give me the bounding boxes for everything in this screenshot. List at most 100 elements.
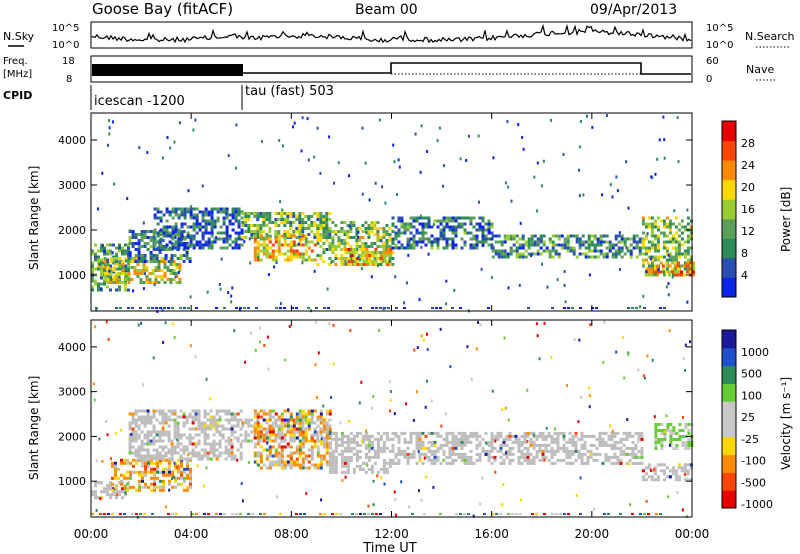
heatmap-cell [121,246,124,250]
heatmap-cell [274,460,278,464]
heatmap-cell [676,270,680,274]
heatmap-cell [622,452,626,456]
heatmap-cell [163,275,167,278]
heatmap-cell [289,224,293,227]
heatmap-cell [379,263,383,266]
heatmap-cell [667,264,671,268]
heatmap-cell [340,470,344,474]
heatmap-cell [379,251,383,254]
heatmap-cell [451,434,455,438]
heatmap-cell [265,466,269,470]
heatmap-cell [191,451,195,455]
heatmap-cell [352,437,356,441]
colorbar-swatch [722,179,736,200]
heatmap-cell [409,222,413,226]
heatmap-cell [140,236,144,239]
heatmap-cell [645,499,648,503]
heatmap-cell [454,452,458,456]
heatmap-cell [388,239,392,242]
heatmap-cell [601,443,605,447]
heatmap-cell [152,424,156,428]
heatmap-cell [109,264,112,268]
heatmap-cell [137,448,141,452]
freq-icescan-block [92,64,243,76]
heatmap-cell [210,207,214,211]
heatmap-cell [283,240,287,244]
heatmap-cell [625,446,629,450]
heatmap-cell [224,445,228,449]
heatmap-cell [337,161,340,165]
heatmap-cell [215,307,218,309]
heatmap-cell [517,458,521,462]
colorbar-tick-label: -1000 [741,498,773,511]
heatmap-cell [289,466,293,470]
heatmap-cell [382,449,386,453]
heatmap-cell [427,449,431,453]
heatmap-cell [325,412,329,416]
heatmap-cell [637,440,640,444]
heatmap-cell [475,228,479,232]
heatmap-cell [172,278,176,281]
heatmap-cell [687,444,691,447]
heatmap-cell [253,412,257,416]
heatmap-cell [653,255,657,259]
heatmap-cell [239,307,242,309]
heatmap-cell [494,470,497,474]
heatmap-cell [589,323,592,327]
heatmap-cell [170,439,174,443]
heatmap-cell [543,458,546,462]
heatmap-cell [283,463,287,467]
heatmap-cell [186,461,189,465]
heatmap-cell [546,285,549,289]
heatmap-cell [684,343,687,347]
heatmap-cell [412,246,416,250]
heatmap-cell [106,484,109,488]
heatmap-cell [241,236,245,239]
heatmap-cell [355,230,359,233]
heatmap-cell [563,240,567,244]
heatmap-cell [143,233,147,236]
heatmap-cell [545,246,549,250]
heatmap-cell [256,454,260,458]
heatmap-cell [268,252,272,256]
heatmap-cell [219,237,223,241]
heatmap-cell [593,234,597,238]
heatmap-cell [268,445,272,449]
heatmap-cell [368,254,372,257]
heatmap-cell [469,246,473,250]
heatmap-cell [274,255,278,259]
heatmap-cell [225,234,229,238]
heatmap-cell [173,433,177,437]
heatmap-cell [536,237,540,241]
heatmap-cell [645,270,648,273]
heatmap-cell [222,237,226,241]
heatmap-cell [191,421,195,425]
heatmap-cell [163,260,167,263]
heatmap-cell [680,252,684,256]
heatmap-cell [206,412,210,416]
heatmap-cell [213,225,217,229]
heatmap-cell [164,454,168,458]
heatmap-cell [155,254,159,257]
heatmap-cell [152,448,156,452]
heatmap-cell [248,237,251,241]
heatmap-cell [295,252,299,256]
heatmap-cell [171,216,175,220]
heatmap-cell [677,222,681,226]
heatmap-cell [520,449,524,453]
heatmap-cell [183,476,186,480]
heatmap-cell [316,254,320,257]
heatmap-cell [106,266,110,269]
x-tick-label: 00:00 [675,527,710,541]
heatmap-cell [383,482,386,486]
heatmap-cell [563,243,567,247]
heatmap-cell [268,427,272,431]
heatmap-cell [106,278,110,281]
heatmap-cell [683,469,687,473]
heatmap-cell [111,251,114,255]
heatmap-cell [128,254,132,257]
heatmap-cell [346,449,350,453]
heatmap-cell [640,437,644,441]
heatmap-cell [210,228,214,232]
heatmap-cell [187,307,190,309]
